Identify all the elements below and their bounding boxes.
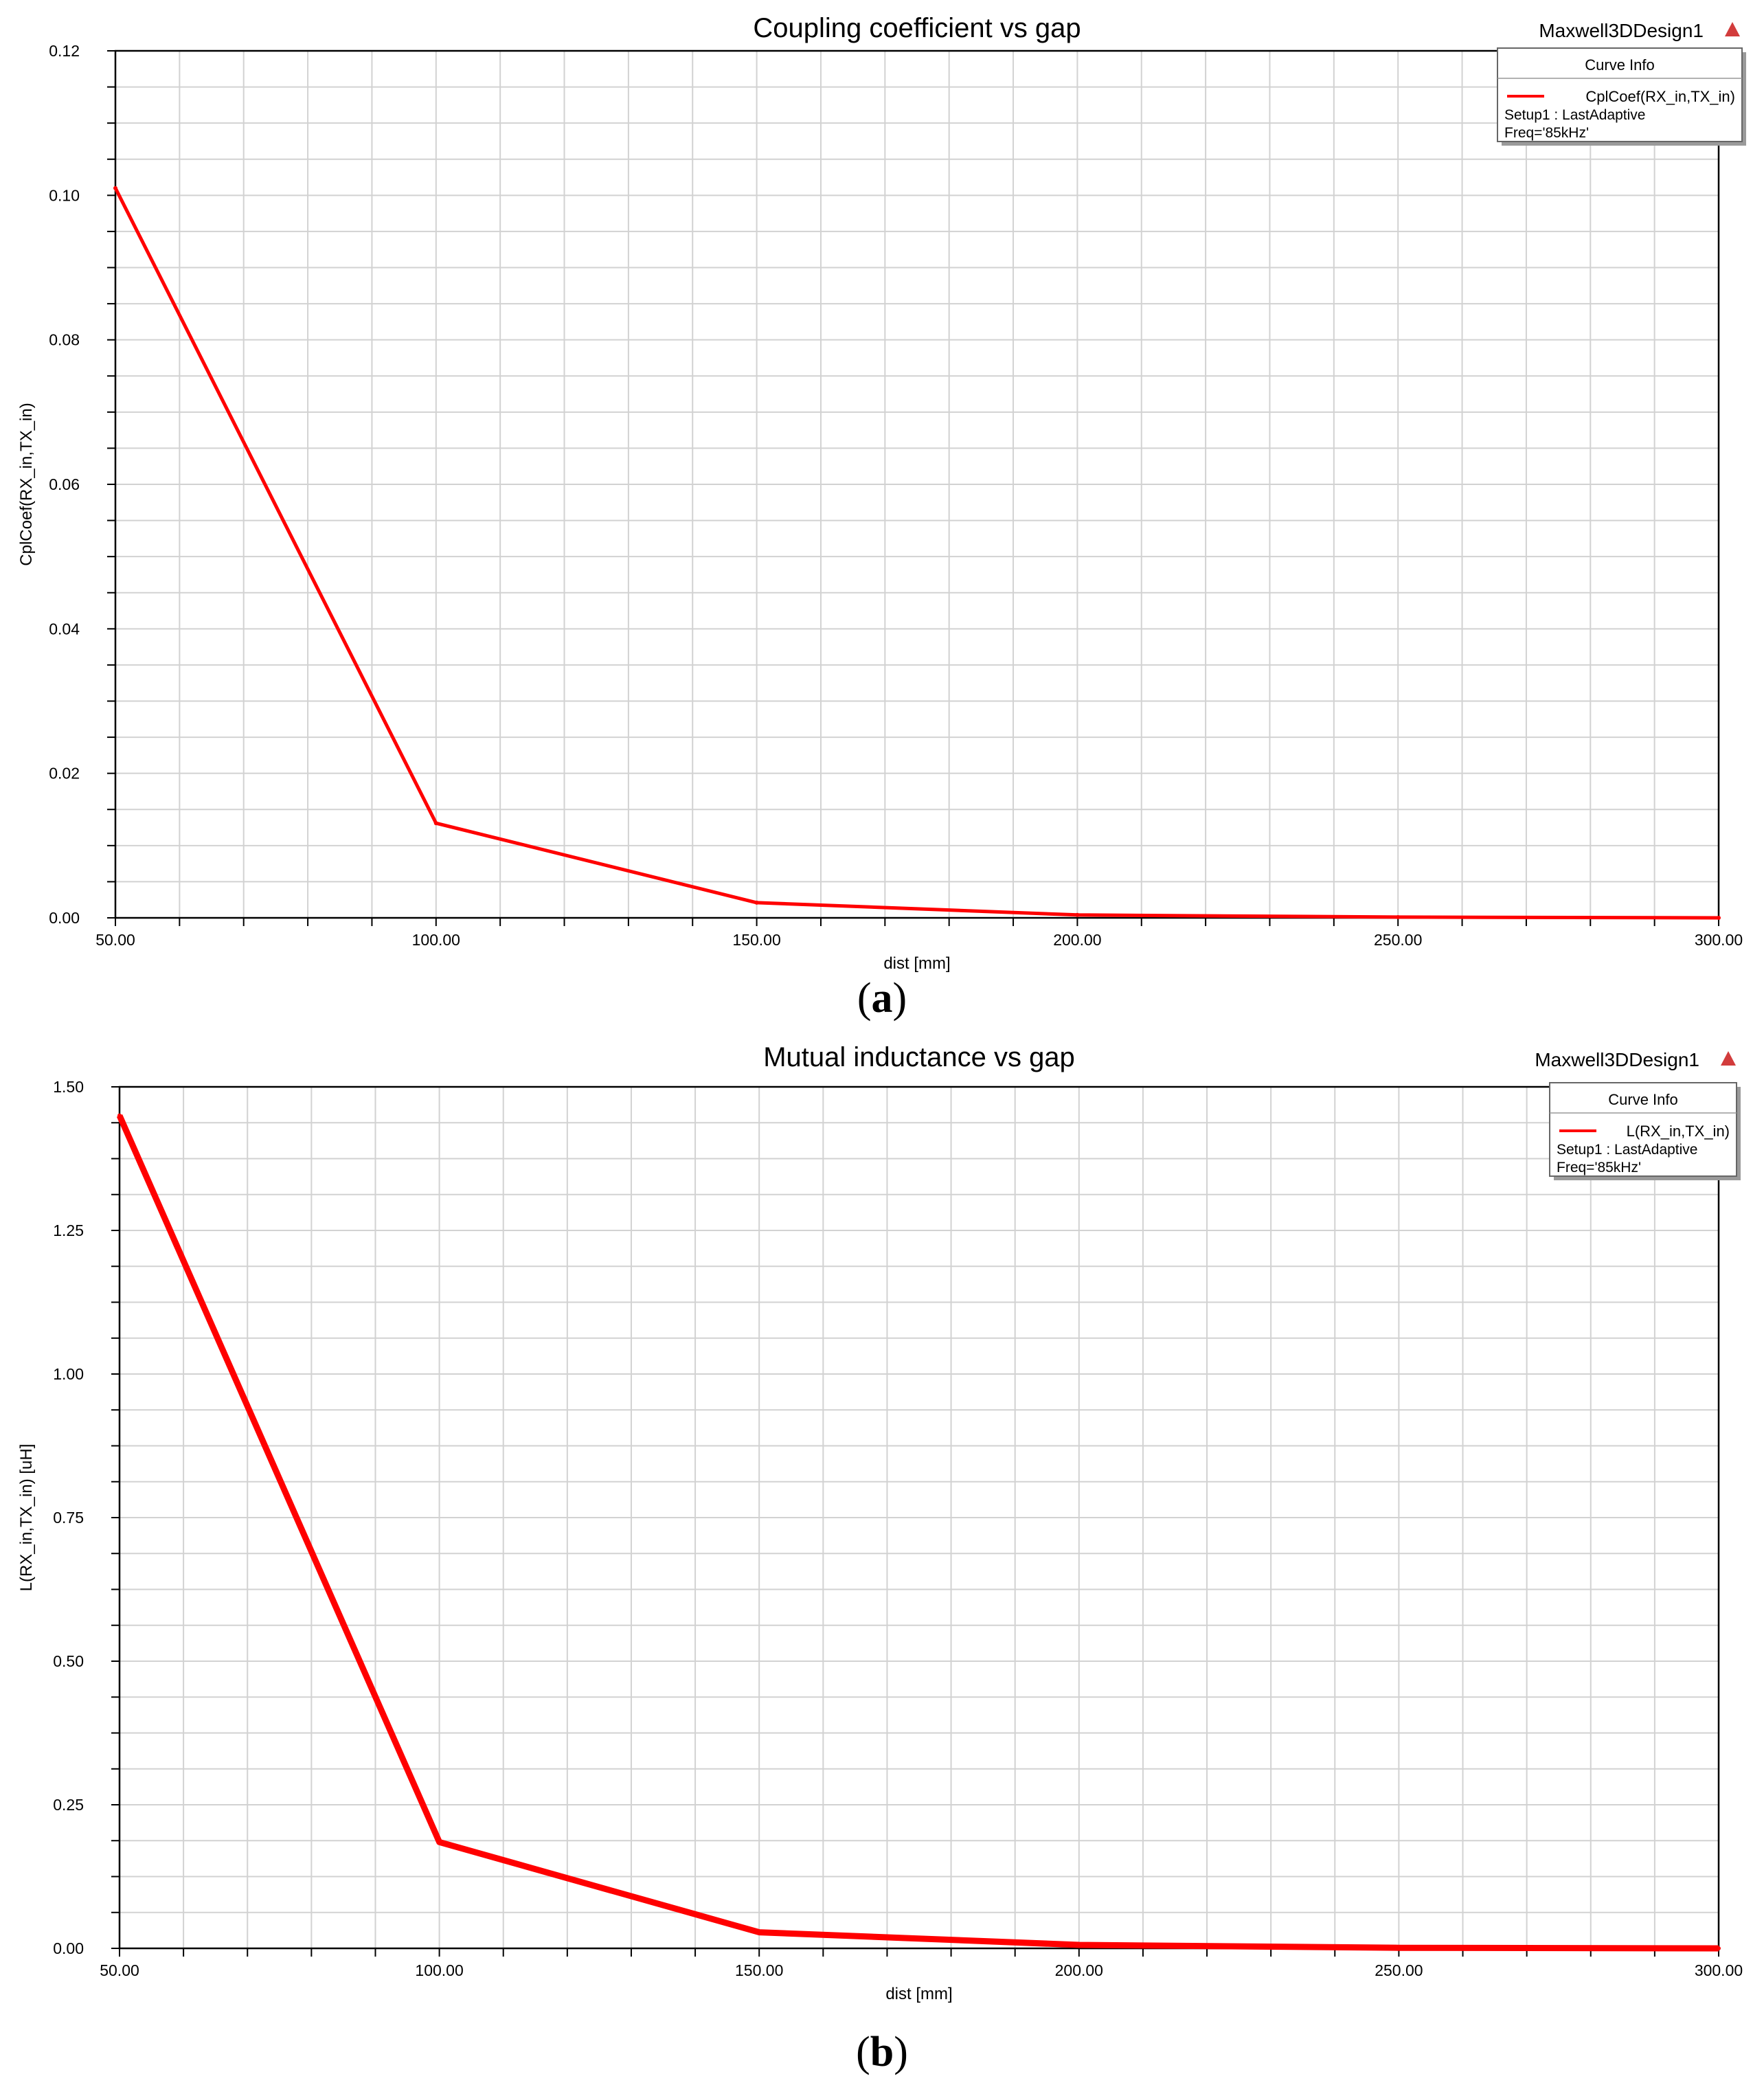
data-point [1717,916,1721,920]
y-tick-label: 0.02 [49,765,80,783]
warning-triangle-shape [1721,1051,1736,1066]
caption-letter-a: a [871,975,893,1022]
series-line [116,1114,1719,1952]
y-axis-label: L(RX_in,TX_in) [uH] [17,1444,36,1592]
curve-info-legend: Curve Info CplCoef(RX_in,TX_in) Setup1 : L… [1497,47,1746,146]
x-tick-label: 300.00 [1695,931,1743,949]
y-tick-label: 0.12 [49,42,80,60]
curve-info-legend: Curve Info L(RX_in,TX_in) Setup1 : LastAda… [1549,1082,1741,1180]
data-point [1396,914,1401,919]
x-tick-label: 100.00 [415,1961,463,1979]
x-tick-label: 150.00 [735,1961,783,1979]
sub-figure-caption-a: (a) [857,975,907,1022]
x-tick-label: 250.00 [1374,931,1422,949]
y-tick-label: 0.00 [53,1939,84,1957]
legend-title: Curve Info [1608,1091,1678,1108]
coupling-coefficient-chart: 0.00 0.02 0.04 0.06 0.08 0.10 0.12 50.00 100.00 1… [17,13,1746,973]
chart-panel-a: 0.00 0.02 0.04 0.06 0.08 0.10 0.12 50.00 100.00 1… [0,0,1764,978]
x-tick-label: 250.00 [1375,1961,1423,1979]
sub-figure-caption-b: (b) [856,2029,908,2075]
data-point [433,821,438,826]
mutual-inductance-chart: 0.00 0.25 0.50 0.75 1.00 1.25 1.50 50.00 100.00 1… [17,1042,1743,2003]
x-tick-label: 100.00 [412,931,460,949]
plot-frame [114,49,1720,919]
legend-info-line: Freq='85kHz' [1557,1160,1641,1175]
y-tick-label: 0.06 [49,475,80,493]
y-tick-label: 0.75 [53,1509,84,1527]
axis-ticks [107,50,1719,926]
plot-frame [118,1085,1720,1950]
chart-panel-b: 0.00 0.25 0.50 0.75 1.00 1.25 1.50 50.00 100.00 1… [0,1028,1764,2006]
x-tick-label: 50.00 [100,1961,139,1979]
y-axis-label: CplCoef(RX_in,TX_in) [17,403,36,565]
y-tick-label: 0.10 [49,186,80,204]
data-point [117,1113,122,1118]
design-name: Maxwell3DDesign1 [1535,1049,1699,1070]
x-tick-label: 150.00 [732,931,780,949]
data-point [754,900,759,905]
grid-lines [120,1087,1719,1948]
x-tick-label: 300.00 [1695,1961,1743,1979]
y-tick-label: 1.50 [53,1078,84,1096]
x-tick-label: 200.00 [1053,931,1101,949]
y-tick-label: 0.50 [53,1652,84,1670]
legend-info-line: Freq='85kHz' [1504,125,1589,141]
y-tick-label: 0.00 [49,909,80,927]
warning-triangle-shape [1725,22,1740,36]
x-tick-label: 200.00 [1055,1961,1103,1979]
y-tick-label: 1.00 [53,1365,84,1383]
grid-lines [115,51,1719,918]
data-point [1717,1946,1721,1950]
axis-ticks [111,1086,1719,1957]
x-tick-label: 50.00 [95,931,135,949]
data-point [437,1840,442,1845]
chart-title: Coupling coefficient vs gap [753,13,1081,43]
warning-triangle-icon [1725,22,1740,36]
x-axis-label: dist [mm] [883,954,950,973]
caption-letter-b: b [870,2029,894,2075]
data-point [1075,912,1080,917]
y-tick-label: 0.04 [49,620,80,638]
legend-info-line: Setup1 : LastAdaptive [1504,107,1645,123]
warning-triangle-icon [1721,1051,1736,1066]
chart-title: Mutual inductance vs gap [763,1042,1075,1072]
data-point [1396,1946,1401,1950]
data-point [757,1930,762,1935]
legend-series-name: CplCoef(RX_in,TX_in) [1585,88,1735,105]
legend-series-name: L(RX_in,TX_in) [1627,1123,1730,1140]
data-point [1076,1942,1081,1947]
y-tick-label: 1.25 [53,1222,84,1239]
y-tick-label: 0.08 [49,331,80,349]
legend-title: Curve Info [1585,56,1655,74]
y-tick-label: 0.25 [53,1796,84,1814]
design-name: Maxwell3DDesign1 [1539,20,1704,41]
data-point [113,185,117,190]
series-line [113,187,1719,920]
x-axis-label: dist [mm] [885,1985,952,2003]
legend-info-line: Setup1 : LastAdaptive [1557,1142,1697,1158]
